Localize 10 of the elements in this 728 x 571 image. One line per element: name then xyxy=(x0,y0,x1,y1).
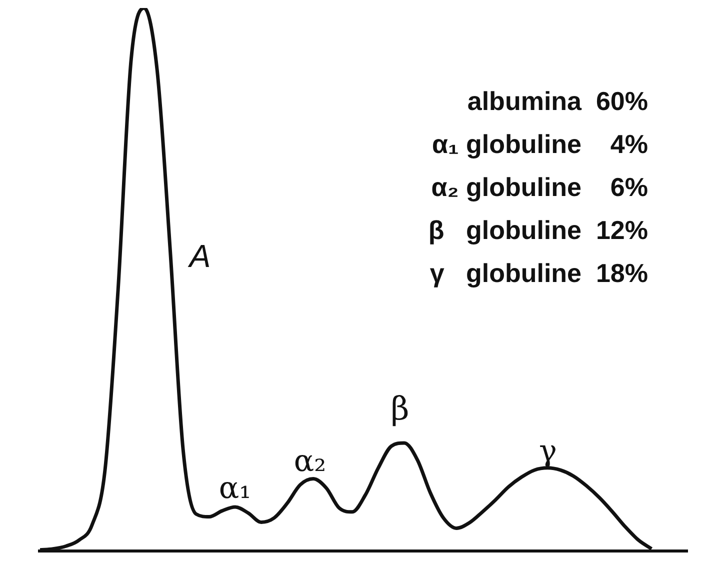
annotation: albumina 60% xyxy=(467,86,648,116)
annotation: α₂ xyxy=(294,444,326,479)
annotation: A xyxy=(187,238,211,274)
annotation: β globuline 12% xyxy=(428,215,648,245)
annotation: α₂ globuline 6% xyxy=(431,172,648,202)
annotation: γ xyxy=(539,434,557,469)
annotation: α₁ globuline 4% xyxy=(432,129,648,159)
annotation: α₁ xyxy=(218,470,252,506)
annotation: γ globuline 18% xyxy=(430,258,648,288)
annotation: β xyxy=(390,389,410,428)
